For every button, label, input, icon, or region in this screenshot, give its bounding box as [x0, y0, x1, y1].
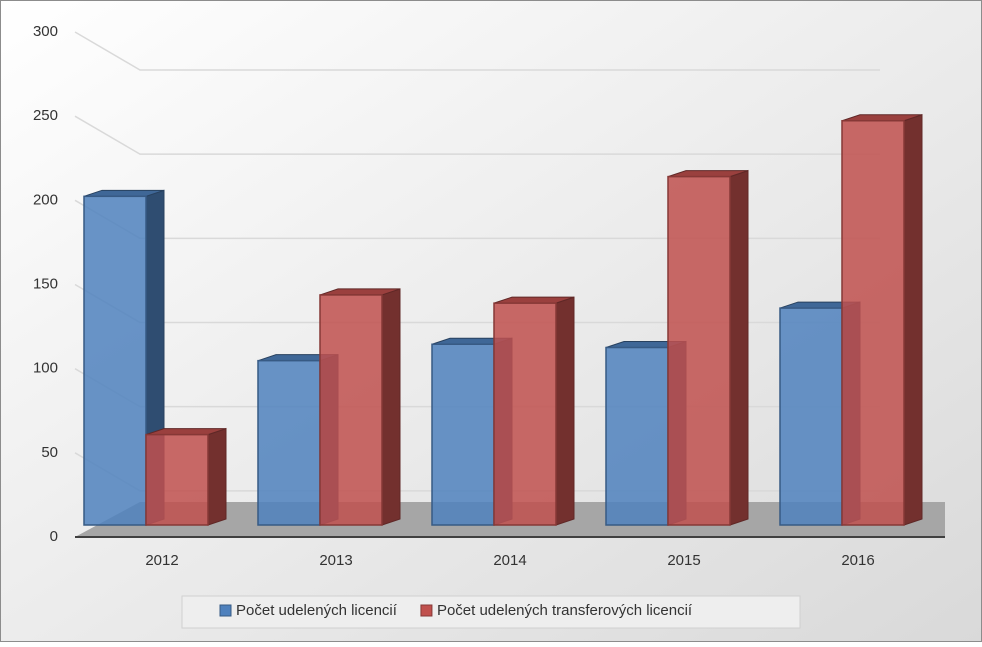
bar-side: [729, 169, 749, 526]
bar: [493, 296, 575, 526]
bar-front: [319, 294, 383, 526]
bar: [83, 189, 165, 526]
bar-front: [841, 119, 905, 526]
x-tick-label: 2016: [841, 552, 874, 569]
x-tick-label: 2015: [667, 552, 700, 569]
y-tick-label: 50: [41, 444, 58, 461]
bar-front: [605, 346, 669, 526]
legend: [181, 595, 801, 629]
y-tick-label: 200: [33, 191, 58, 208]
legend-label: Počet udelených licencií: [236, 602, 398, 619]
bar-side: [207, 427, 227, 526]
bar-side: [555, 296, 575, 526]
bar: [145, 427, 227, 526]
bar: [667, 169, 749, 526]
bar-front: [431, 343, 495, 526]
y-tick-label: 100: [33, 360, 58, 377]
y-tick-label: 250: [33, 107, 58, 124]
bar-front: [493, 302, 557, 526]
bar: [841, 114, 923, 526]
y-tick-label: 0: [50, 528, 58, 545]
bar-front: [83, 195, 147, 526]
bar-front: [667, 175, 731, 526]
bar-front: [257, 359, 321, 526]
bar: [319, 288, 401, 526]
grid-line: [74, 31, 880, 71]
x-tick-label: 2012: [145, 552, 178, 569]
x-tick-label: 2013: [319, 552, 352, 569]
bar-side: [903, 114, 923, 526]
legend-label: Počet udelených transferových licencií: [437, 602, 693, 619]
legend-swatch: [420, 604, 433, 617]
x-tick-label: 2014: [493, 552, 526, 569]
y-tick-label: 150: [33, 275, 58, 292]
grid-line: [74, 115, 880, 155]
bar-front: [779, 307, 843, 526]
bar-front: [145, 433, 209, 526]
bar-side: [381, 288, 401, 526]
legend-swatch: [219, 604, 232, 617]
y-tick-label: 300: [33, 23, 58, 40]
